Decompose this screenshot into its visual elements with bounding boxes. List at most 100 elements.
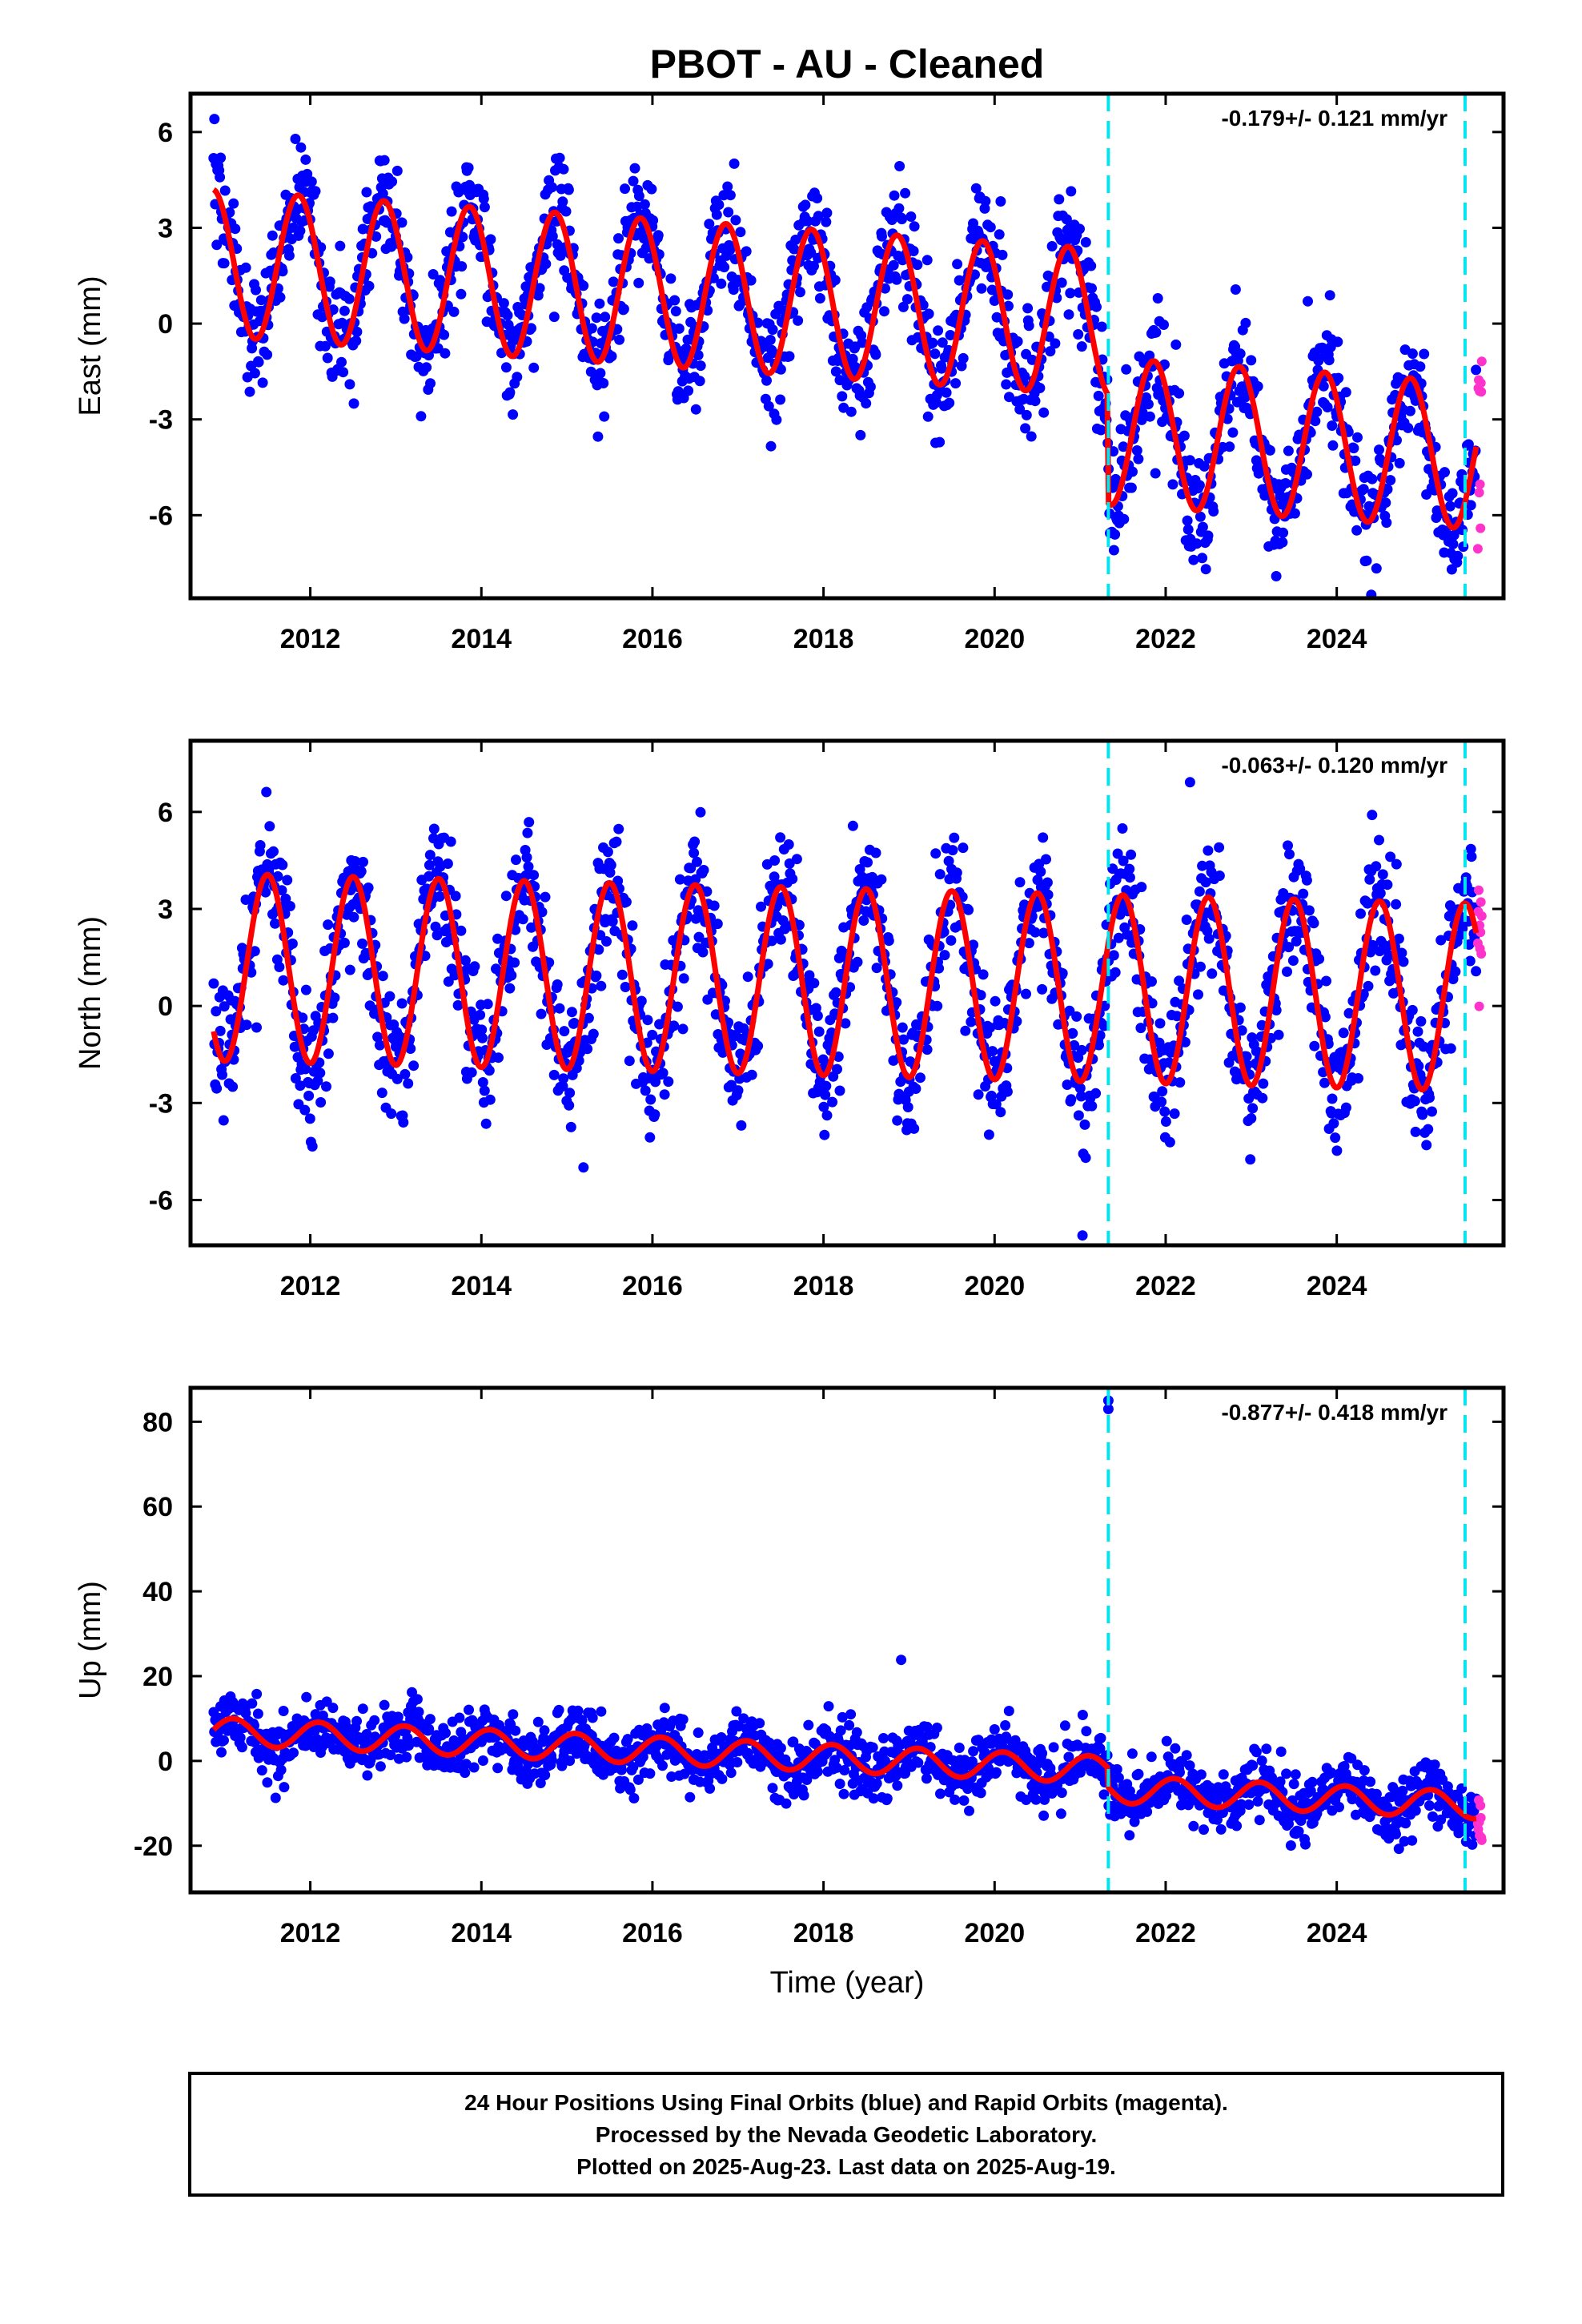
up-data-layer bbox=[208, 1395, 1487, 1855]
east-final-point bbox=[1208, 506, 1219, 517]
east-final-point bbox=[377, 188, 388, 199]
north-final-point bbox=[593, 944, 604, 955]
north-final-point bbox=[966, 1016, 977, 1027]
north-final-point bbox=[960, 1025, 971, 1036]
north-final-point bbox=[946, 935, 957, 946]
east-final-point bbox=[1394, 457, 1405, 468]
east-final-point bbox=[968, 218, 978, 229]
east-final-point bbox=[767, 324, 778, 336]
east-final-point bbox=[1095, 424, 1106, 436]
east-final-point bbox=[980, 195, 991, 207]
up-final-point bbox=[1231, 1820, 1243, 1831]
up-final-point bbox=[637, 1751, 648, 1763]
north-final-point bbox=[1328, 1118, 1339, 1129]
north-final-point bbox=[644, 1132, 656, 1143]
north-final-point bbox=[476, 1024, 488, 1035]
up-final-point bbox=[1235, 1799, 1247, 1810]
north-final-point bbox=[536, 1008, 547, 1019]
north-final-point bbox=[1246, 1113, 1257, 1124]
north-final-point bbox=[1410, 1126, 1421, 1137]
up-final-point bbox=[1010, 1735, 1021, 1746]
north-final-point bbox=[323, 919, 334, 931]
north-final-point bbox=[1076, 1044, 1087, 1055]
north-final-point bbox=[1457, 923, 1468, 934]
north-final-point bbox=[578, 1162, 589, 1173]
up-final-point bbox=[546, 1755, 557, 1766]
chart-title: PBOT - AU - Cleaned bbox=[650, 42, 1045, 86]
east-final-point bbox=[599, 411, 610, 422]
north-model-line bbox=[211, 871, 1480, 1093]
up-final-point bbox=[385, 1750, 396, 1760]
up-final-point bbox=[492, 1763, 504, 1774]
north-final-point bbox=[990, 1099, 1002, 1110]
east-final-point bbox=[1252, 381, 1263, 392]
east-final-point bbox=[713, 199, 725, 211]
north-final-point bbox=[1067, 1027, 1078, 1039]
up-final-point bbox=[361, 1729, 372, 1739]
up-final-point bbox=[732, 1757, 743, 1767]
north-final-point bbox=[902, 1102, 913, 1112]
east-final-point bbox=[1019, 371, 1030, 382]
north-final-point bbox=[218, 1115, 229, 1126]
east-final-point bbox=[970, 183, 982, 194]
east-final-point bbox=[1324, 290, 1335, 301]
north-final-point bbox=[452, 999, 464, 1011]
north-final-point bbox=[870, 847, 881, 858]
east-final-point bbox=[905, 211, 917, 222]
east-final-point bbox=[690, 404, 701, 415]
up-final-point bbox=[275, 1764, 287, 1775]
north-final-point bbox=[524, 817, 535, 828]
north-final-point bbox=[939, 950, 950, 961]
east-final-point bbox=[765, 335, 776, 345]
east-final-point bbox=[1240, 317, 1251, 328]
north-final-point bbox=[1245, 1154, 1256, 1165]
east-final-point bbox=[1174, 388, 1185, 399]
east-final-point bbox=[865, 381, 876, 392]
east-final-point bbox=[249, 368, 260, 379]
north-final-point bbox=[1117, 823, 1128, 834]
north-final-point bbox=[742, 971, 753, 983]
north-final-point bbox=[949, 832, 960, 843]
up-final-point bbox=[1352, 1759, 1363, 1771]
north-final-point bbox=[1258, 1078, 1269, 1089]
north-final-point bbox=[1287, 955, 1299, 966]
east-final-point bbox=[1086, 260, 1097, 271]
north-final-point bbox=[1126, 849, 1137, 860]
north-final-point bbox=[1435, 935, 1447, 946]
east-final-point bbox=[1110, 529, 1121, 540]
east-final-point bbox=[1361, 555, 1372, 566]
north-final-point bbox=[1363, 980, 1374, 991]
east-final-point bbox=[923, 308, 934, 320]
east-final-point bbox=[344, 379, 355, 390]
up-final-point bbox=[564, 1755, 576, 1767]
north-final-point bbox=[1393, 933, 1404, 944]
up-final-point bbox=[523, 1759, 534, 1770]
up-final-point bbox=[1094, 1743, 1106, 1754]
north-final-point bbox=[1062, 1080, 1073, 1090]
north-final-point bbox=[1194, 886, 1205, 897]
east-final-point bbox=[421, 362, 432, 373]
east-final-point bbox=[244, 386, 255, 397]
east-final-point bbox=[595, 368, 606, 379]
east-final-point bbox=[275, 292, 286, 303]
east-final-point bbox=[1065, 287, 1076, 299]
east-final-point bbox=[1091, 301, 1102, 312]
east-final-point bbox=[594, 298, 605, 309]
east-final-point bbox=[215, 171, 226, 183]
north-final-point bbox=[284, 901, 295, 911]
north-final-point bbox=[208, 978, 219, 989]
east-final-point bbox=[1235, 348, 1246, 360]
east-final-point bbox=[1080, 237, 1091, 247]
north-final-point bbox=[649, 1109, 661, 1120]
up-final-point bbox=[954, 1743, 965, 1753]
east-final-point bbox=[821, 207, 833, 219]
north-final-point bbox=[355, 866, 367, 877]
east-final-point bbox=[673, 323, 685, 334]
north-final-point bbox=[733, 1085, 744, 1096]
up-final-point bbox=[1285, 1840, 1296, 1851]
north-final-point bbox=[1391, 858, 1402, 870]
up-final-point bbox=[878, 1733, 889, 1743]
north-final-point bbox=[327, 1012, 339, 1023]
north-y-tick-label: 3 bbox=[158, 895, 173, 925]
east-final-point bbox=[1405, 405, 1415, 416]
